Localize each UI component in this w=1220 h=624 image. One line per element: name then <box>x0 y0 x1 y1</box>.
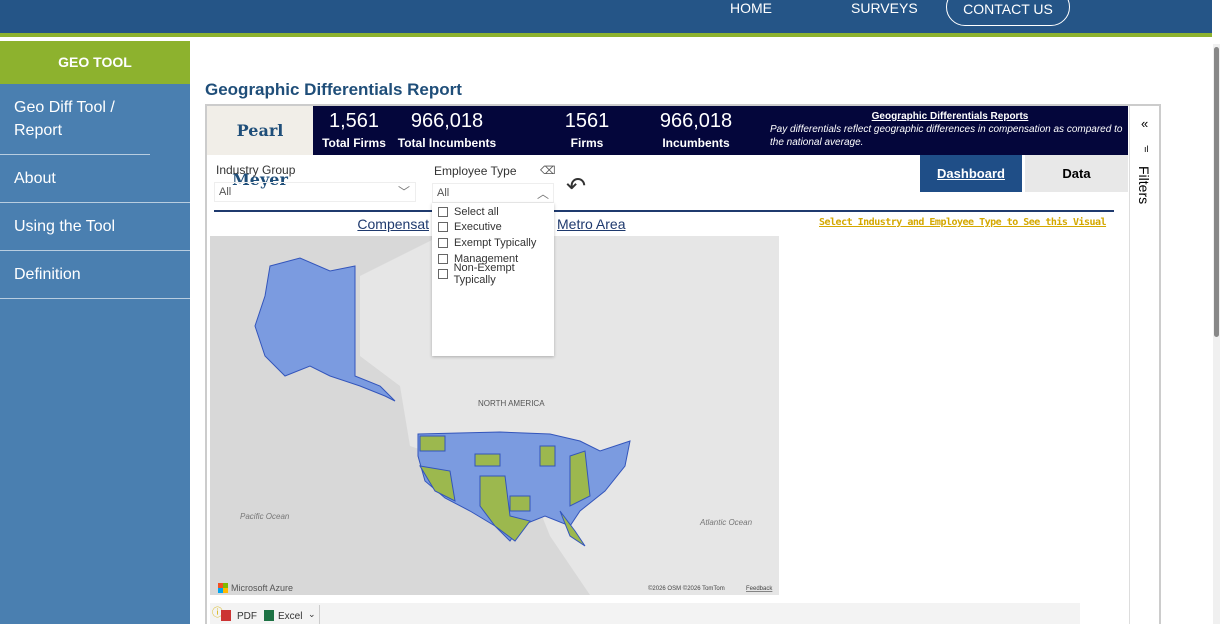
option-label: Executive <box>454 221 502 234</box>
export-excel-button[interactable]: Excel <box>278 611 303 622</box>
industry-group-label: Industry Group <box>216 163 296 177</box>
filters-pane[interactable]: « ıl Filters <box>1129 106 1160 624</box>
kpi-value: 966,018 <box>410 110 484 132</box>
checkbox[interactable] <box>438 237 448 248</box>
option-label: Management <box>454 252 519 265</box>
collapse-icon[interactable]: « <box>1141 116 1149 131</box>
report-description: Geographic Differentials Reports Pay diff… <box>770 110 1130 149</box>
map-attribution: ©2026 OSM ©2026 TomTom <box>648 585 725 592</box>
scrollbar-thumb[interactable] <box>1214 47 1219 337</box>
alaska-region <box>254 257 396 402</box>
kpi-value: 1561 <box>564 110 610 132</box>
excel-icon <box>264 610 274 621</box>
azure-brand: Microsoft Azure <box>231 583 293 593</box>
map-title-right: Metro Area <box>557 216 626 232</box>
kpi-label: Total Incumbents <box>397 136 497 150</box>
atlantic-ocean-label: Atlantic Ocean <box>699 518 753 527</box>
dropdown-value: All <box>437 187 450 199</box>
option-label: Select all <box>454 205 499 218</box>
option-select-all[interactable]: Select all <box>432 204 554 220</box>
nav-surveys[interactable]: SURVEYS <box>851 0 918 16</box>
filter-bars-icon: ıl <box>1144 144 1149 154</box>
pearl-meyer-logo: Pearl Meyer <box>207 106 313 189</box>
employee-type-dropdown[interactable]: All ︿ <box>432 183 554 203</box>
kpi-value: 966,018 <box>659 110 733 132</box>
reset-undo-icon[interactable]: ↶ <box>566 173 587 200</box>
nav-home[interactable]: HOME <box>730 0 772 16</box>
filters-label[interactable]: Filters <box>1136 166 1152 205</box>
checkbox[interactable] <box>438 206 448 217</box>
report-frame <box>205 104 1161 624</box>
north-america-label: NORTH AMERICA <box>478 399 545 408</box>
sidebar-item-using-tool[interactable]: Using the Tool <box>0 203 190 251</box>
kpi-total-firms: 1,561 Total Firms <box>315 110 393 150</box>
kpi-value: 1,561 <box>328 110 380 132</box>
kpi-label: Total Firms <box>322 136 386 150</box>
option-exempt[interactable]: Exempt Typically <box>432 235 554 251</box>
option-executive[interactable]: Executive <box>432 220 554 236</box>
tab-data[interactable]: Data <box>1025 155 1128 192</box>
land-mass <box>360 236 779 595</box>
kpi-label: Firms <box>570 136 604 150</box>
checkbox[interactable] <box>438 222 448 233</box>
export-bar: ⓘ PDF Excel ⌄ <box>210 603 1080 624</box>
kpi-banner: 1,561 Total Firms 966,018 Total Incumbents… <box>313 106 1128 155</box>
map-title-left: Compensat <box>357 216 429 232</box>
checkbox[interactable] <box>438 253 448 264</box>
pdf-icon <box>221 610 231 621</box>
chevron-up-icon: ︿ <box>536 187 549 201</box>
option-label: Non-Exempt Typically <box>453 262 515 287</box>
pacific-ocean-label: Pacific Ocean <box>240 512 290 521</box>
divider <box>214 210 1114 212</box>
nav-contact-us[interactable]: CONTACT US <box>946 0 1070 26</box>
page-title: Geographic Differentials Report <box>205 80 462 99</box>
kpi-incumbents: 966,018 Incumbents <box>646 110 746 150</box>
industry-group-dropdown[interactable]: All ﹀ <box>214 182 416 202</box>
info-icon[interactable]: ⓘ <box>212 607 223 619</box>
tab-dashboard[interactable]: Dashboard <box>920 155 1022 192</box>
kpi-total-incumbents: 966,018 Total Incumbents <box>397 110 497 150</box>
option-label: Exempt Typically <box>454 236 537 249</box>
checkbox[interactable] <box>438 269 448 280</box>
sidebar: GEO TOOL Geo Diff Tool / Report About Us… <box>0 41 190 624</box>
green-states <box>419 435 591 547</box>
chevron-down-icon: ﹀ <box>397 185 410 199</box>
sidebar-item-geo-diff[interactable]: Geo Diff Tool / Report <box>0 84 150 155</box>
top-nav-bar: HOME SURVEYS CONTACT US <box>0 0 1212 37</box>
kpi-label: Incumbents <box>662 136 730 150</box>
page-scrollbar[interactable] <box>1213 44 1220 624</box>
select-visual-prompt[interactable]: Select Industry and Employee Type to See… <box>819 217 1107 228</box>
employee-type-options: Select all Executive Exempt Typically Ma… <box>432 203 554 356</box>
employee-type-label: Employee Type <box>434 164 517 178</box>
sidebar-header[interactable]: GEO TOOL <box>0 41 190 84</box>
kpi-firms: 1561 Firms <box>547 110 627 150</box>
divider <box>319 605 320 624</box>
export-pdf-button[interactable]: PDF <box>237 611 257 622</box>
option-management[interactable]: Management <box>432 251 554 267</box>
description-heading[interactable]: Geographic Differentials Reports <box>871 111 1029 122</box>
description-text: Pay differentials reflect geographic dif… <box>770 124 1123 148</box>
sidebar-item-definition[interactable]: Definition <box>0 251 190 299</box>
sidebar-item-about[interactable]: About <box>0 155 190 203</box>
feedback-link[interactable]: Feedback <box>746 586 773 592</box>
dropdown-value: All <box>219 186 232 198</box>
chevron-down-icon[interactable]: ⌄ <box>308 609 316 619</box>
option-non-exempt[interactable]: Non-Exempt Typically <box>432 262 554 286</box>
eraser-icon[interactable]: ⌫ <box>540 165 556 177</box>
microsoft-logo-icon <box>218 583 228 593</box>
